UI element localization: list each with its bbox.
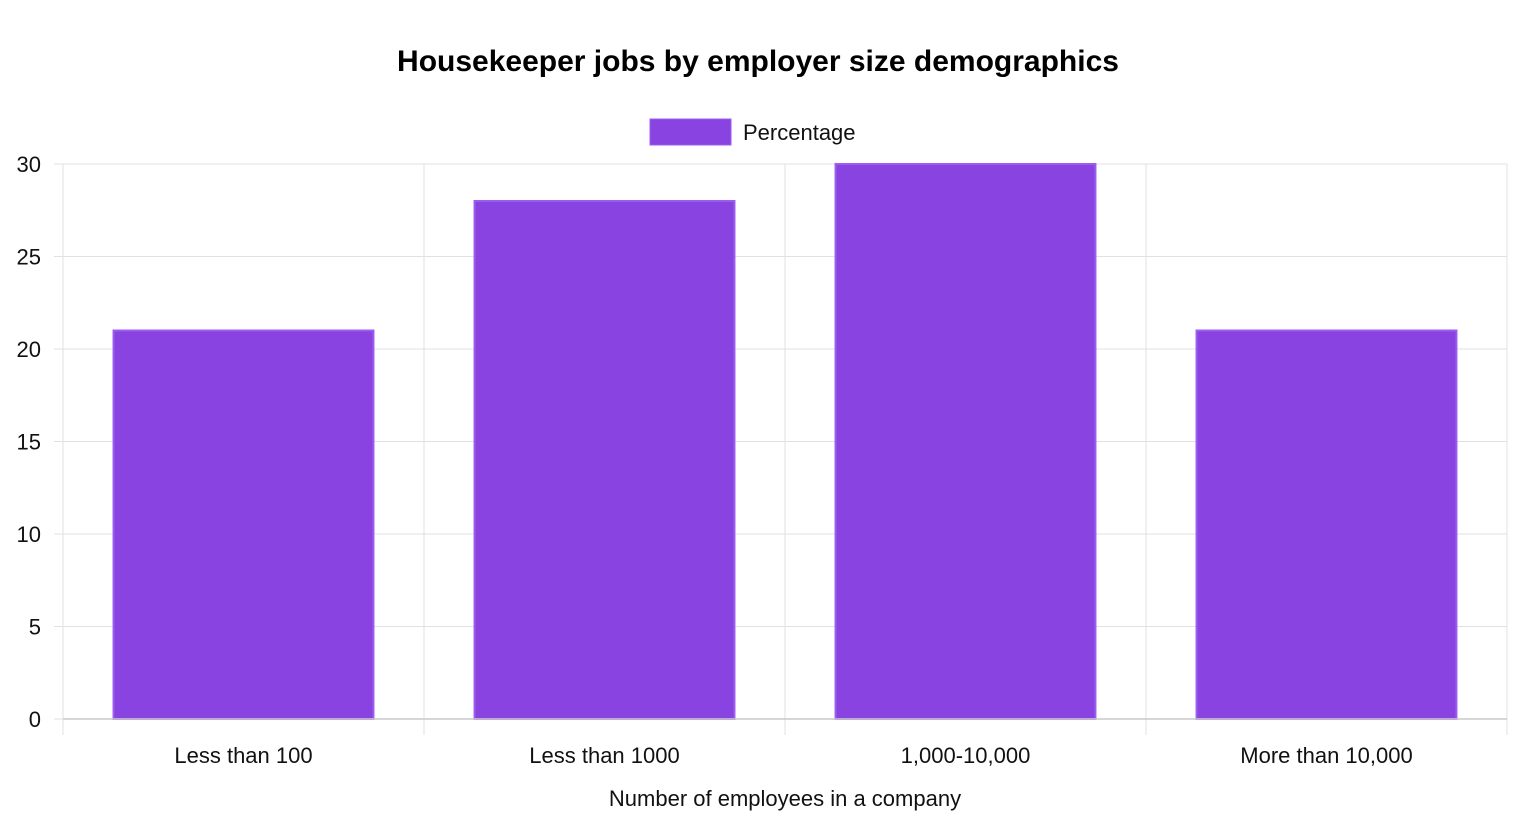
x-tick-label: 1,000-10,000 <box>901 743 1031 768</box>
bar <box>1195 329 1458 720</box>
bar <box>834 163 1097 720</box>
y-tick-label: 10 <box>17 522 41 547</box>
y-tick-label: 5 <box>29 615 41 640</box>
y-tick-label: 0 <box>29 707 41 732</box>
legend[interactable]: Percentage <box>649 118 856 146</box>
chart-title: Housekeeper jobs by employer size demogr… <box>397 45 1119 78</box>
x-axis-label: Number of employees in a company <box>609 786 961 811</box>
legend-swatch-percentage <box>649 118 732 146</box>
y-tick-label: 25 <box>17 245 41 270</box>
x-tick-label: Less than 100 <box>174 743 312 768</box>
bar <box>473 200 736 720</box>
bars <box>112 163 1458 720</box>
y-tick-label: 30 <box>17 152 41 177</box>
y-tick-label: 15 <box>17 430 41 455</box>
x-tick-label: More than 10,000 <box>1240 743 1412 768</box>
y-tick-label: 20 <box>17 337 41 362</box>
bar <box>112 329 375 720</box>
x-tick-label: Less than 1000 <box>529 743 679 768</box>
y-axis-ticks: 0 5 10 15 20 25 30 <box>17 152 41 732</box>
axes <box>62 164 1507 720</box>
legend-label-percentage: Percentage <box>743 120 856 145</box>
x-axis-ticks: Less than 100 Less than 1000 1,000-10,000 M… <box>174 743 1412 768</box>
